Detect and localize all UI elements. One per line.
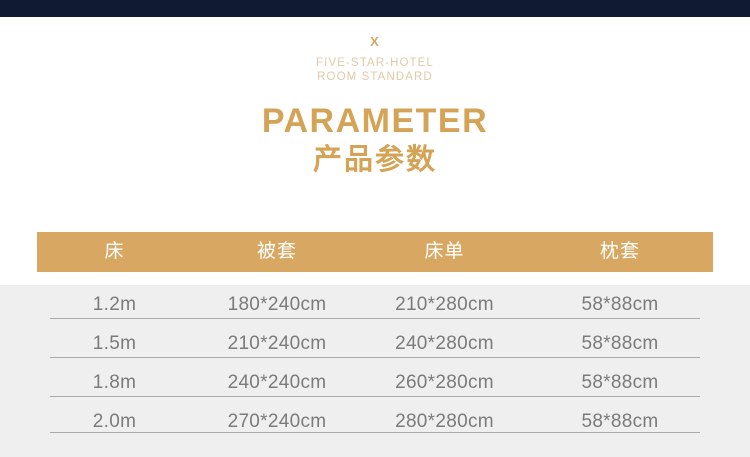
table-row: 1.5m 210*240cm 240*280cm 58*88cm — [37, 324, 713, 362]
row-divider — [50, 396, 700, 397]
table-cell-bed-sheet: 260*280cm — [395, 371, 494, 393]
eyebrow-line-2: ROOM STANDARD — [317, 70, 433, 83]
table-header-cell-duvet-cover: 被套 — [256, 241, 297, 262]
header-block: X FIVE-STAR-HOTEL ROOM STANDARD PARAMETE… — [0, 17, 750, 177]
table-row: 1.8m 240*240cm 260*280cm 58*88cm — [37, 363, 713, 401]
table-cell-pillowcase: 58*88cm — [581, 293, 659, 315]
table-body: 1.2m 180*240cm 210*280cm 58*88cm 1.5m 21… — [0, 285, 750, 457]
table-row: 2.0m 270*240cm 280*280cm 58*88cm — [37, 402, 713, 440]
top-bar — [0, 0, 750, 17]
table-cell-duvet-cover: 180*240cm — [227, 293, 327, 315]
page-title-chinese: 产品参数 — [312, 144, 437, 176]
table-header-row: 床 被套 床单 枕套 — [37, 232, 713, 272]
table-cell-duvet-cover: 240*240cm — [227, 371, 327, 393]
table-cell-bed: 1.2m — [92, 293, 137, 315]
table-header-cell-pillowcase: 枕套 — [599, 241, 640, 262]
row-divider — [50, 318, 700, 319]
table-header-cell-bed: 床 — [104, 241, 125, 262]
row-divider — [50, 357, 700, 358]
table-cell-bed: 1.8m — [92, 371, 137, 393]
table-header-cell-bed-sheet: 床单 — [424, 241, 465, 262]
table-cell-bed: 1.5m — [92, 332, 137, 354]
table-cell-duvet-cover: 270*240cm — [227, 410, 327, 432]
table-cell-bed-sheet: 240*280cm — [395, 332, 494, 354]
table-cell-pillowcase: 58*88cm — [581, 332, 659, 354]
table-cell-duvet-cover: 210*240cm — [227, 332, 327, 354]
page-title-english: PARAMETER — [261, 102, 489, 140]
table-cell-pillowcase: 58*88cm — [581, 410, 659, 432]
table-cell-bed-sheet: 210*280cm — [395, 293, 494, 315]
table-cell-bed: 2.0m — [92, 410, 137, 432]
table-cell-bed-sheet: 280*280cm — [395, 410, 494, 432]
table-cell-pillowcase: 58*88cm — [581, 371, 659, 393]
table-row: 1.2m 180*240cm 210*280cm 58*88cm — [37, 285, 713, 323]
eyebrow-line-1: FIVE-STAR-HOTEL — [316, 57, 434, 69]
row-divider — [50, 432, 700, 433]
decorative-x-icon: X — [370, 34, 380, 49]
